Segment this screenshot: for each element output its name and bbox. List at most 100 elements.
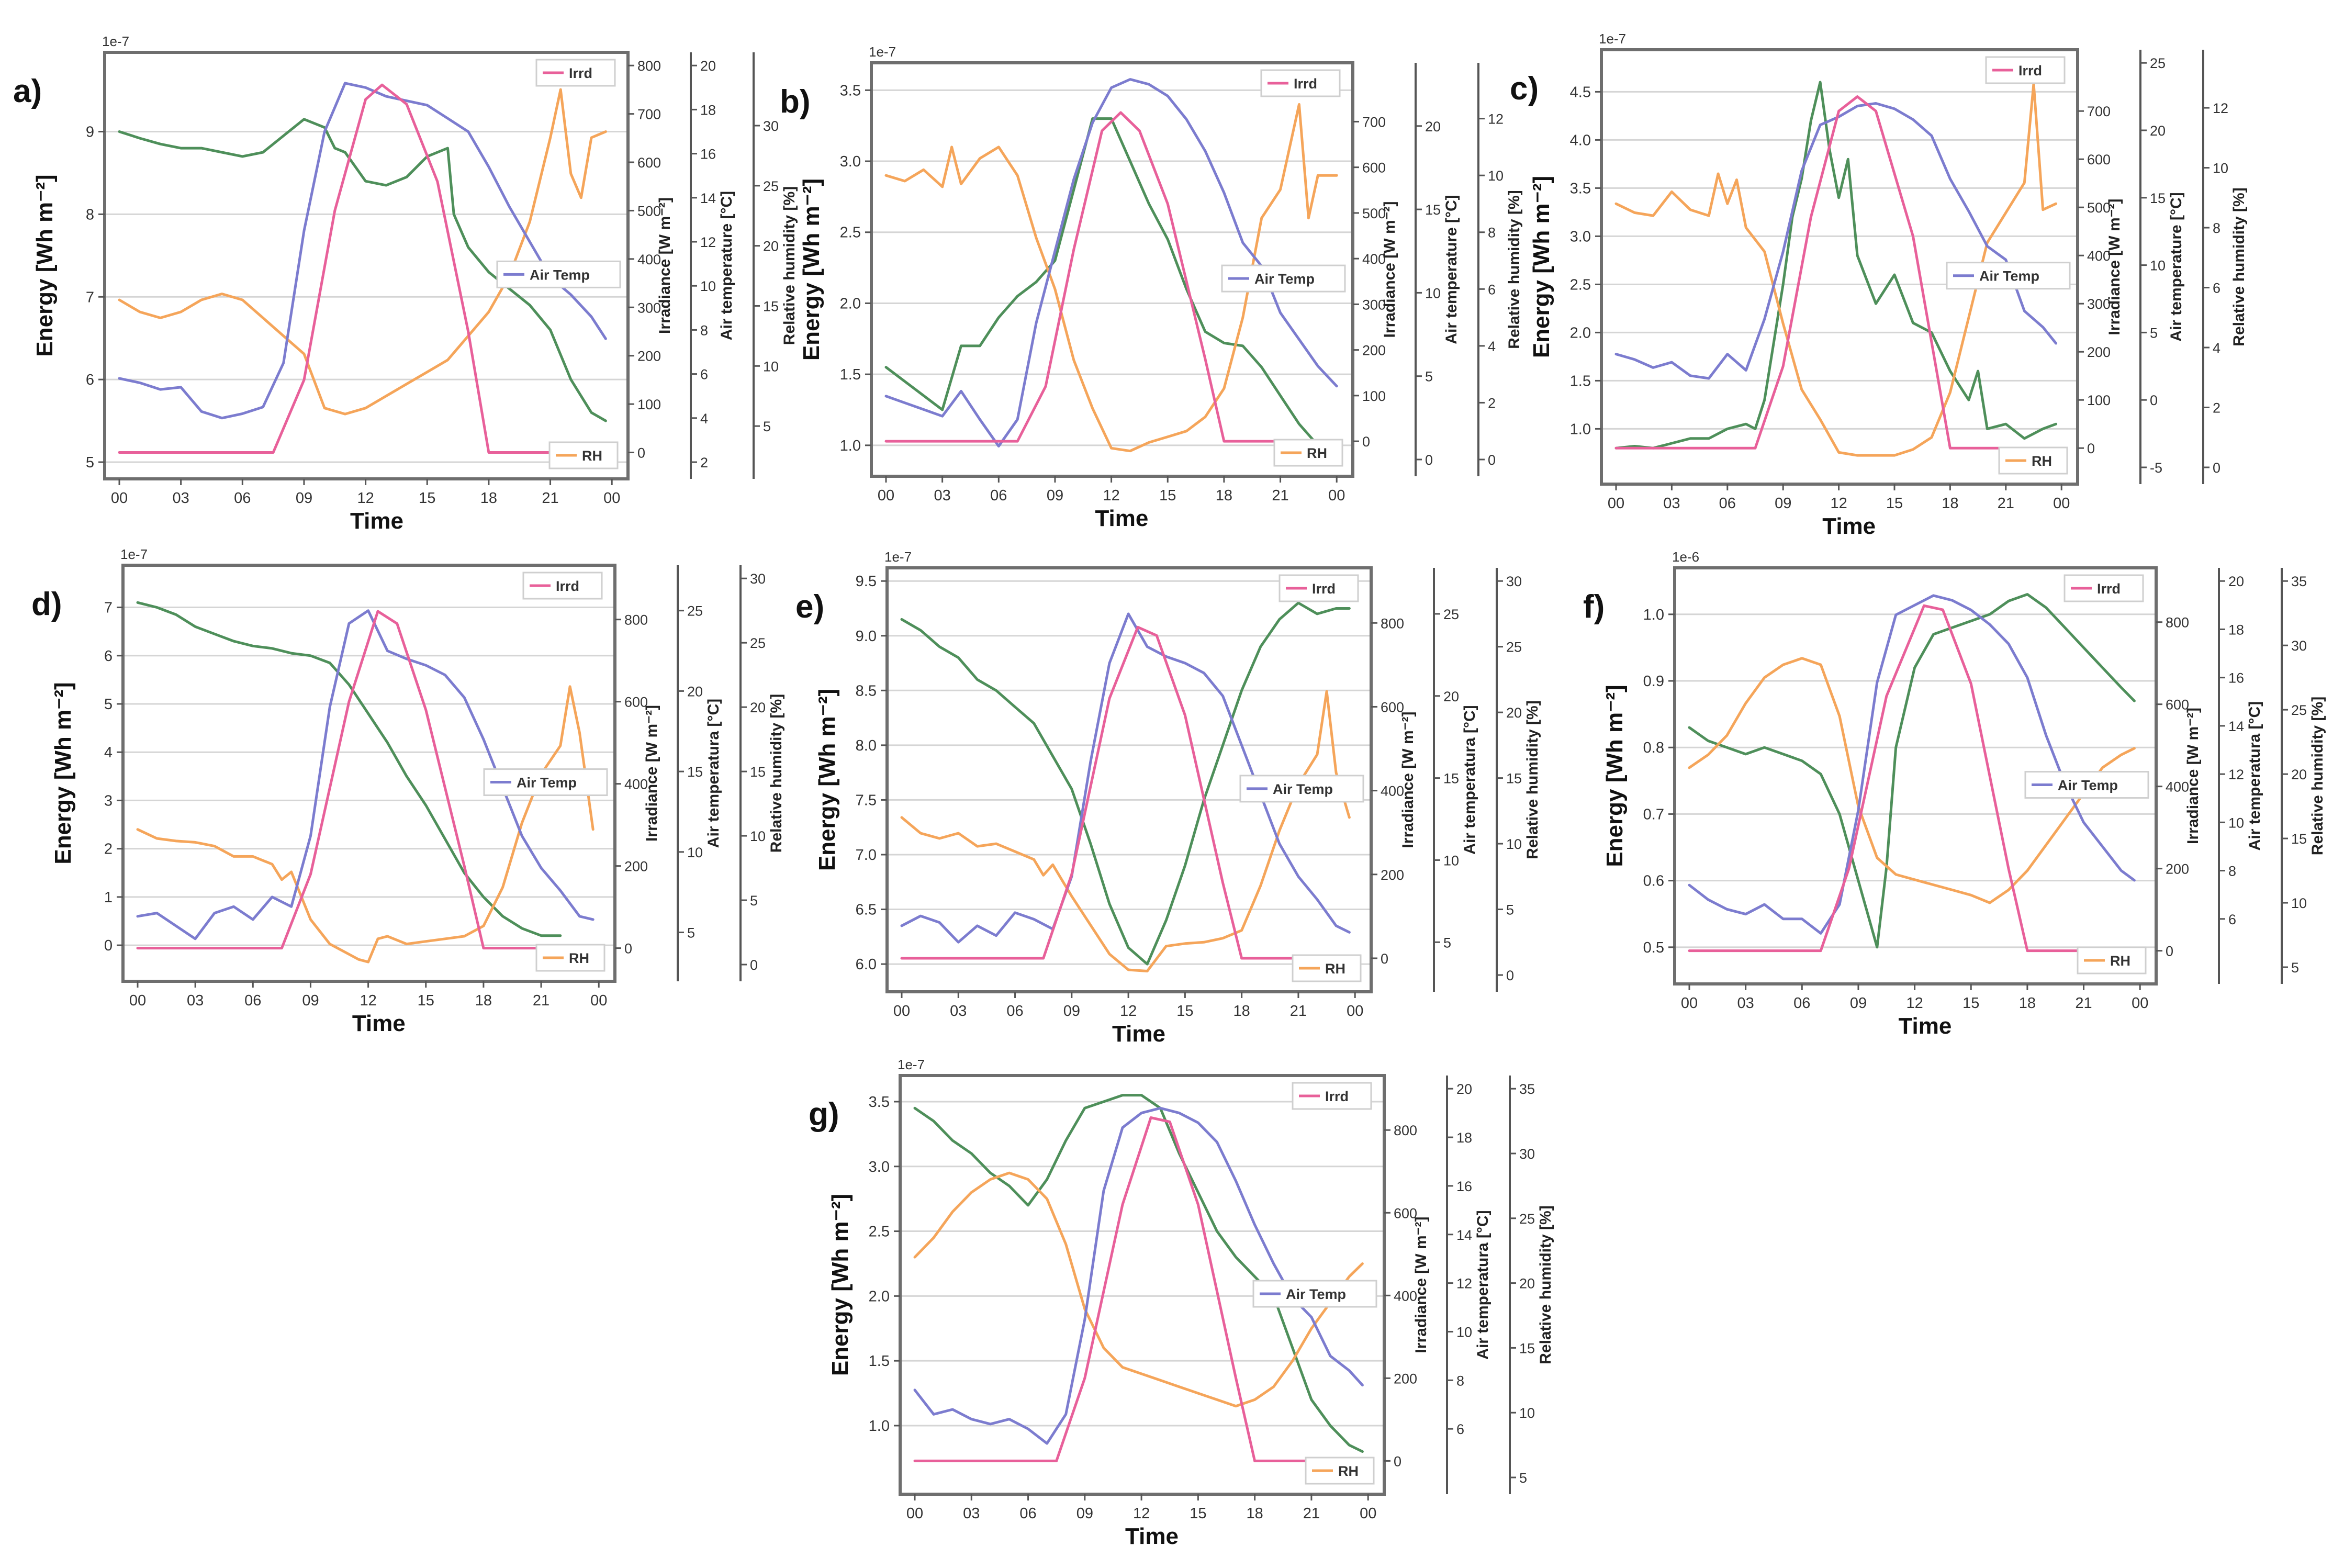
air-temperature-tick-label: 0 [2150, 393, 2158, 408]
x-tick-label: 06 [990, 487, 1007, 504]
legend-rh: RH [2077, 946, 2147, 975]
x-tick-label: 00 [906, 1505, 923, 1522]
x-tick-label: 18 [480, 490, 497, 507]
irradiance-tick-label: 0 [1381, 951, 1388, 967]
x-tick-label: 09 [302, 992, 319, 1009]
x-tick-label: 00 [590, 992, 607, 1009]
panel-g: g) 1e-7 1.0 1.5 2.0 2.5 3.0 3.5 Energy [Wh m⁻²] 0… [809, 1057, 1554, 1549]
air-temperature-tick-label: 10 [1425, 285, 1441, 301]
irradiance-tick-label: 200 [1362, 343, 1386, 359]
irradiance-tick-label: 700 [637, 107, 661, 122]
relative-humidity-tick-label: 30 [1506, 574, 1522, 589]
irradiance-tick-label: 600 [2166, 697, 2189, 713]
energy-axis-label: Energy [Wh m⁻²] [50, 682, 76, 864]
relative-humidity-tick-label: 6 [1488, 282, 1496, 297]
legend-air: Air Temp [1221, 264, 1346, 293]
series-rh [1688, 657, 2136, 904]
relative-humidity-tick-label: 20 [1506, 705, 1522, 721]
x-tick-label: 18 [1942, 495, 1958, 512]
irradiance-tick-label: 300 [2087, 296, 2111, 312]
air-temperature-axis-label: Air temperatura [°C] [1474, 1210, 1491, 1359]
energy-tick-label: 2.0 [840, 295, 861, 312]
energy-tick-label: 2.0 [869, 1288, 890, 1305]
irradiance-tick-label: 0 [2087, 441, 2095, 456]
energy-tick-label: 9.0 [856, 628, 877, 645]
air-temperature-tick-label: 14 [2228, 719, 2244, 734]
x-tick-label: 18 [2019, 995, 2036, 1012]
x-axis-label: Time [1822, 513, 1876, 539]
air-temperature-tick-label: 20 [1443, 689, 1459, 704]
irradiance-axis-label: Irradiance [W m⁻²] [643, 705, 660, 842]
series-rh [884, 103, 1338, 453]
legend-box [2024, 771, 2149, 799]
irradiance-tick-label: 600 [1381, 699, 1404, 715]
legend-label: RH [2110, 953, 2130, 969]
irradiance-tick-label: 400 [637, 252, 661, 267]
series-irrd [118, 83, 613, 454]
irradiance-tick-label: 400 [2087, 248, 2111, 264]
series-rh [900, 690, 1351, 972]
x-tick-label: 00 [893, 1003, 910, 1020]
air-temperature-tick-label: 20 [2228, 574, 2244, 589]
energy-tick-label: 6.5 [856, 902, 877, 919]
air-temperature-tick-label: 25 [1443, 607, 1459, 622]
air-temperature-tick-label: 8 [1456, 1373, 1464, 1388]
energy-tick-label: 8 [86, 206, 94, 223]
legend-irrd: Irrd [1292, 1082, 1372, 1110]
irradiance-tick-label: 0 [1362, 434, 1370, 450]
air-temperature-tick-label: 18 [2228, 622, 2244, 637]
relative-humidity-tick-label: 30 [2291, 638, 2307, 654]
air-temperature-tick-label: 10 [2228, 815, 2244, 831]
legend-label: Air Temp [2058, 778, 2118, 793]
air-temperature-axis-label: Air temperatura [°C] [1461, 705, 1478, 854]
irradiance-axis-label: Irradiance [W m⁻²] [1412, 1217, 1430, 1353]
irradiance-tick-label: 600 [624, 695, 648, 710]
legend-irrd: Irrd [535, 59, 616, 87]
irradiance-axis-label: Irradiance [W m⁻²] [1381, 201, 1398, 338]
series-irrd [913, 1116, 1370, 1462]
legend-irrd: Irrd [1985, 56, 2066, 84]
x-tick-label: 06 [1793, 995, 1810, 1012]
panel-label: g) [809, 1096, 839, 1133]
x-axis-label: Time [1112, 1021, 1165, 1047]
energy-tick-label: 3.5 [840, 82, 861, 99]
energy-tick-label: 0.5 [1643, 939, 1664, 956]
legend-label: Irrd [1325, 1089, 1349, 1104]
irradiance-tick-label: 600 [2087, 152, 2111, 167]
air-temperature-tick-label: 12 [2228, 767, 2244, 782]
air-temperature-tick-label: 15 [687, 764, 703, 780]
series-rh [136, 685, 595, 964]
relative-humidity-axis-label: Relative humidity [%] [1524, 700, 1541, 859]
relative-humidity-tick-label: 20 [1519, 1276, 1535, 1292]
legend-rh: RH [548, 441, 619, 469]
energy-tick-label: 0.7 [1643, 806, 1664, 823]
energy-tick-label: 4.5 [1570, 84, 1591, 100]
series-rh [1614, 82, 2058, 457]
energy-tick-label: 8.5 [856, 682, 877, 699]
series-energy [900, 601, 1351, 966]
relative-humidity-axis-label: Relative humidity [%] [781, 186, 798, 345]
x-tick-label: 00 [1328, 487, 1345, 504]
energy-tick-label: 8.0 [856, 737, 877, 754]
air-temperature-tick-label: 6 [700, 367, 708, 383]
air-temperature-tick-label: 8 [700, 322, 708, 338]
legend-label: Air Temp [1273, 781, 1333, 797]
x-tick-label: 09 [1850, 995, 1867, 1012]
x-tick-label: 18 [475, 992, 492, 1009]
energy-tick-label: 1.5 [869, 1353, 890, 1370]
relative-humidity-tick-label: 10 [763, 359, 779, 374]
x-tick-label: 12 [1830, 495, 1847, 512]
x-tick-label: 18 [1233, 1003, 1250, 1020]
x-tick-label: 00 [1360, 1505, 1376, 1522]
irradiance-tick-label: 100 [637, 397, 661, 412]
x-tick-label: 03 [934, 487, 951, 504]
energy-tick-label: 9 [86, 124, 94, 141]
relative-humidity-tick-label: 4 [1488, 339, 1496, 354]
legend-air: Air Temp [483, 768, 608, 797]
irradiance-tick-label: 0 [1394, 1453, 1401, 1469]
energy-tick-label: 4 [104, 744, 113, 761]
air-temperature-axis-label: Air temperature [°C] [1443, 195, 1460, 344]
energy-tick-label: 3 [104, 792, 113, 809]
air-temperature-tick-label: 8 [2228, 864, 2236, 879]
relative-humidity-tick-label: 5 [750, 893, 758, 909]
